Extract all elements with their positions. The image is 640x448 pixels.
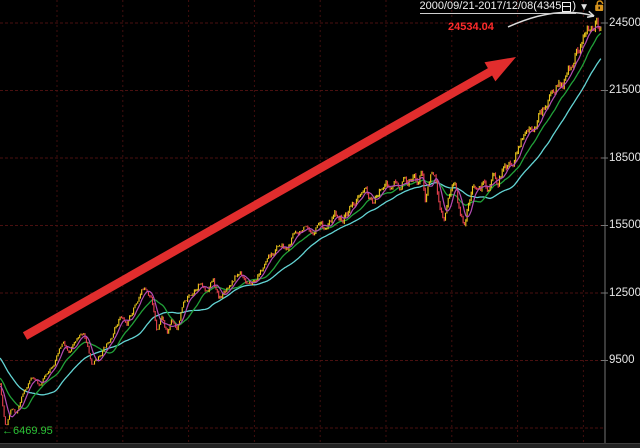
date-range-text: 2000/09/21-2017/12/08(4345: [419, 0, 562, 12]
y-axis-label: 9500: [609, 354, 635, 366]
trend-arrow: [22, 57, 516, 340]
bottom-panel-edge: [0, 443, 640, 448]
y-axis-label: 12500: [609, 286, 640, 299]
y-axis-label: 18500: [609, 151, 640, 164]
y-axis-label: 24500: [609, 16, 640, 29]
y-axis-label: 21500: [609, 84, 640, 96]
price-axis[interactable]: [601, 0, 608, 443]
date-range-text-suffix: ): [572, 0, 577, 12]
price-series: [0, 17, 602, 426]
y-axis-label: 15500: [609, 219, 640, 231]
unlock-icon[interactable]: [593, 0, 606, 16]
date-range-label[interactable]: 2000/09/21-2017/12/08(4345): [419, 0, 577, 14]
low-price-annotation: ←6469.95: [2, 425, 53, 437]
kanji-day-glyph: [562, 1, 572, 12]
chevron-down-icon[interactable]: ▼: [579, 1, 589, 13]
grid-lines: [0, 0, 605, 443]
date-range-control[interactable]: 2000/09/21-2017/12/08(4345) ▼: [419, 0, 606, 16]
high-price-annotation: 24534.04: [448, 21, 494, 33]
